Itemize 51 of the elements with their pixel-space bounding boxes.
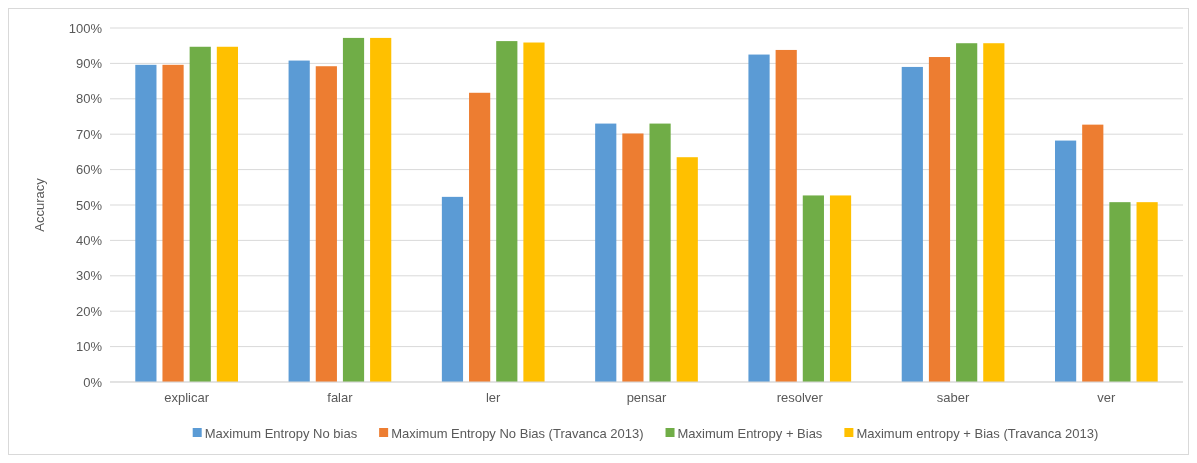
bar — [342, 37, 365, 382]
bar — [748, 54, 770, 382]
legend-label: Maximum Entropy No bias — [204, 425, 358, 441]
bar — [595, 123, 617, 382]
bar — [496, 41, 518, 382]
y-tick-label: 40% — [75, 232, 103, 248]
bar — [649, 123, 671, 382]
x-tick-label: saber — [936, 390, 970, 405]
bar — [288, 60, 310, 382]
bar — [1082, 124, 1104, 382]
bar — [622, 133, 644, 382]
bar — [928, 57, 951, 382]
y-tick-label: 50% — [75, 197, 103, 213]
bar — [983, 43, 1005, 382]
bar — [1109, 202, 1131, 382]
bar — [775, 49, 797, 382]
x-tick-label: resolver — [776, 390, 824, 405]
bar — [523, 42, 545, 382]
y-tick-label: 60% — [75, 162, 103, 178]
bar — [676, 157, 698, 382]
x-tick-label: ler — [485, 390, 502, 405]
bar — [469, 92, 491, 382]
legend-label: Maximum Entropy No Bias (Travanca 2013) — [391, 425, 644, 441]
bar — [162, 64, 184, 382]
y-tick-label: 100% — [68, 20, 103, 36]
x-tick-label: ver — [1097, 390, 1117, 405]
y-tick-label: 90% — [75, 55, 103, 71]
y-axis-title: Accuracy — [32, 177, 47, 232]
y-tick-label: 20% — [75, 303, 103, 319]
bar — [189, 46, 211, 382]
bar — [135, 64, 157, 382]
bar — [1055, 140, 1077, 382]
x-tick-label: explicar — [164, 390, 210, 405]
bar — [802, 195, 824, 382]
y-tick-label: 30% — [75, 268, 103, 284]
bar — [1136, 202, 1158, 382]
y-tick-label: 80% — [75, 91, 103, 107]
bar — [829, 195, 852, 382]
x-tick-label: falar — [327, 390, 354, 405]
bar — [216, 46, 238, 382]
x-tick-label: pensar — [626, 390, 668, 405]
bar — [370, 37, 392, 382]
bar — [441, 196, 464, 382]
bar — [956, 43, 978, 382]
y-tick-label: 0% — [83, 374, 103, 390]
y-tick-label: 70% — [75, 126, 103, 142]
legend-label: Maximum entropy + Bias (Travanca 2013) — [856, 425, 1099, 441]
bar — [315, 66, 337, 382]
bar — [901, 66, 923, 382]
legend-label: Maximum Entropy + Bias — [677, 425, 823, 441]
y-tick-label: 10% — [75, 339, 103, 355]
